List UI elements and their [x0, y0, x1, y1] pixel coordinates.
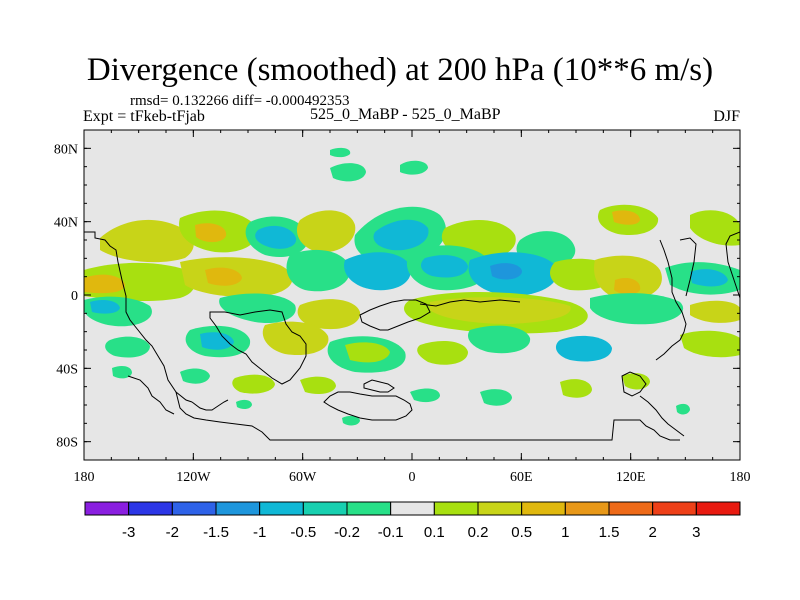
- divergence-field: [84, 147, 740, 426]
- latitude-axis: 80N 40N 0 40S 80S: [54, 129, 740, 461]
- lon-label: 180: [74, 470, 95, 485]
- colorbar-label: -0.5: [290, 524, 316, 541]
- longitude-axis: 180 120W 60W 0 60E 120E 180: [74, 130, 751, 485]
- map-title: Divergence (smoothed) at 200 hPa (10**6 …: [86, 52, 714, 88]
- colorbar-swatch: [652, 501, 697, 516]
- colorbar-label: 3: [692, 524, 700, 541]
- colorbar-label: -2: [166, 524, 179, 541]
- lat-label: 40N: [54, 216, 78, 231]
- lon-label: 120W: [176, 470, 211, 485]
- colorbar-swatch: [346, 501, 392, 516]
- lon-label: 0: [409, 470, 416, 485]
- colorbar-label: 0.1: [424, 524, 445, 541]
- colorbar-label: 0.2: [468, 524, 489, 541]
- colorbar-swatch: [302, 501, 348, 516]
- colorbar-swatch: [171, 501, 217, 516]
- colorbar-label: 1.5: [599, 524, 620, 541]
- lat-label: 80S: [56, 436, 78, 451]
- colorbar-swatch: [128, 501, 173, 516]
- colorbar-label: -0.1: [378, 524, 404, 541]
- coastlines: [84, 231, 740, 441]
- colorbar: -3 -2 -1.5 -1 -0.5 -0.2 -0.1 0.1 0.2 0.5 1 1.5 2 3: [84, 501, 741, 541]
- colorbar-label: -3: [122, 524, 135, 541]
- colorbar-label: 0.5: [511, 524, 532, 541]
- lon-label: 60E: [510, 470, 533, 485]
- lat-label: 0: [71, 289, 78, 304]
- lat-label: 40S: [56, 362, 78, 377]
- colorbar-swatch: [390, 501, 435, 516]
- colorbar-swatch: [84, 501, 130, 516]
- colorbar-label: 1: [561, 524, 569, 541]
- lat-label: 80N: [54, 142, 78, 157]
- case-label: 525_0_MaBP - 525_0_MaBP: [310, 106, 501, 123]
- colorbar-label: 2: [648, 524, 656, 541]
- colorbar-swatch: [695, 501, 741, 516]
- colorbar-swatch: [259, 501, 304, 516]
- lon-label: 180: [730, 470, 751, 485]
- colorbar-swatch: [433, 501, 479, 516]
- season-label: DJF: [713, 108, 740, 125]
- lon-label: 60W: [289, 470, 317, 485]
- colorbar-label: -1.5: [203, 524, 229, 541]
- colorbar-label: -1: [253, 524, 266, 541]
- colorbar-swatch: [477, 501, 523, 516]
- colorbar-swatch: [608, 501, 654, 516]
- colorbar-swatch: [521, 501, 566, 516]
- colorbar-label: -0.2: [334, 524, 360, 541]
- stats-line: rmsd= 0.132266 diff= -0.000492353: [130, 93, 350, 109]
- colorbar-swatch: [564, 501, 610, 516]
- colorbar-swatch: [215, 501, 261, 516]
- lon-label: 120E: [616, 470, 646, 485]
- experiment-label: Expt = tFkeb-tFjab: [83, 108, 205, 125]
